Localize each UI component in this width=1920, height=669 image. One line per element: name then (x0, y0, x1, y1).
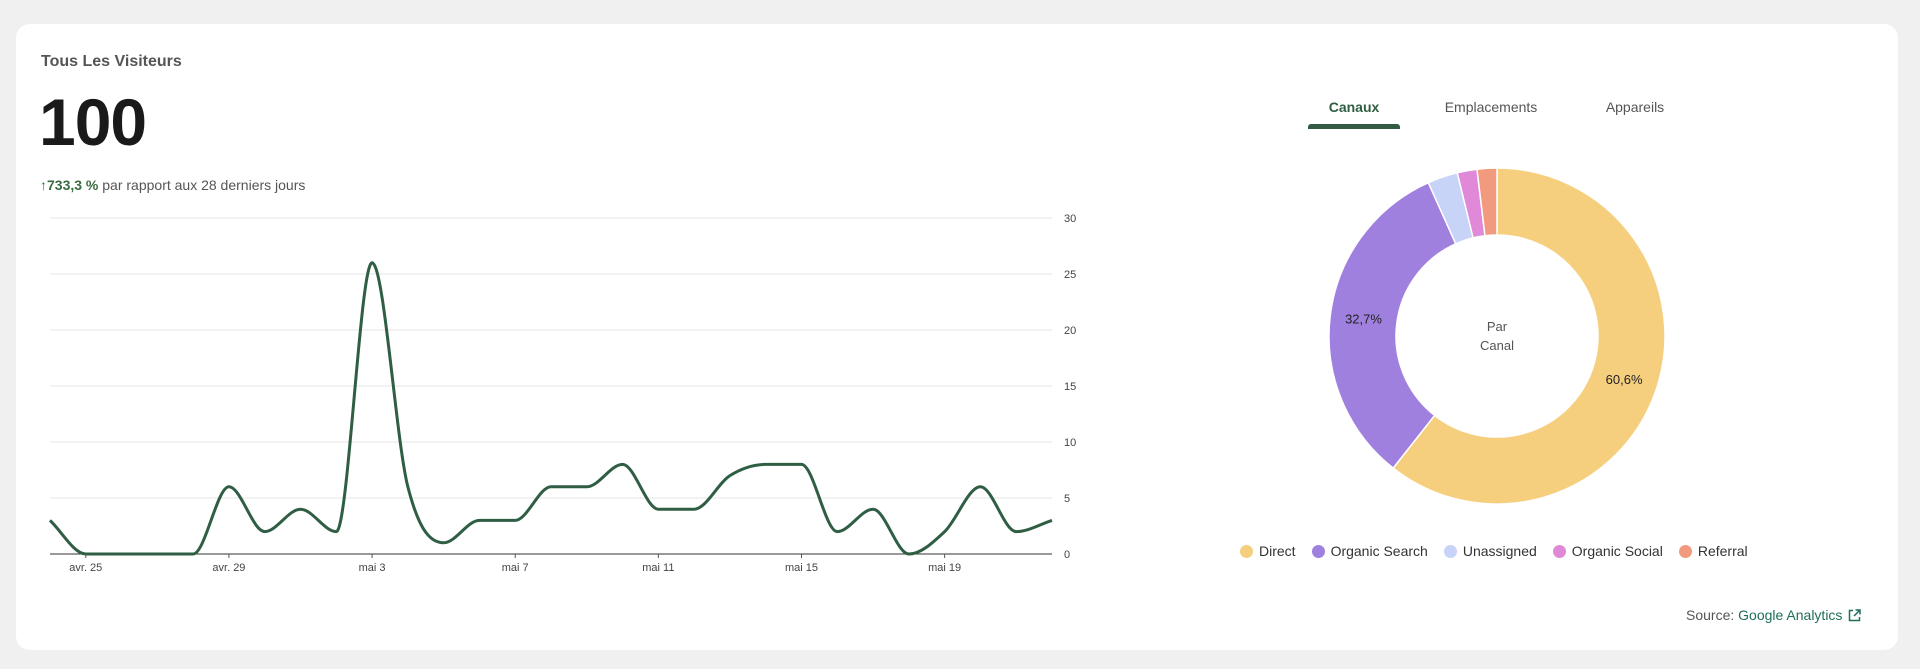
x-tick-label: mai 7 (502, 562, 529, 574)
delta-row: ↑733,3 % par rapport aux 28 derniers jou… (40, 177, 305, 193)
legend-dot (1678, 544, 1692, 558)
delta-text: par rapport aux 28 derniers jours (102, 177, 306, 193)
x-tick-label: mai 15 (785, 562, 818, 574)
legend-item-organic-social[interactable]: Organic Social (1552, 543, 1663, 559)
delta-percent: 733,3 % (47, 177, 99, 193)
x-tick-label: mai 19 (928, 562, 961, 574)
external-link-icon[interactable] (1848, 609, 1862, 625)
legend-item-organic-search[interactable]: Organic Search (1311, 543, 1428, 559)
x-tick-label: avr. 25 (69, 562, 102, 574)
x-tick-label: mai 11 (642, 562, 674, 574)
slice-data-label: 60,6% (1606, 372, 1643, 387)
active-tab-indicator (1308, 124, 1400, 129)
legend-label: Organic Search (1330, 543, 1428, 559)
y-tick-label: 10 (1064, 437, 1076, 449)
slice-data-label: 32,7% (1345, 312, 1382, 327)
total-visitors: 100 (39, 85, 147, 159)
donut-slice (1328, 181, 1457, 470)
y-tick-label: 25 (1064, 269, 1076, 281)
series-line (48, 261, 1053, 556)
legend-item-referral[interactable]: Referral (1678, 543, 1748, 559)
legend-dot (1443, 544, 1457, 558)
legend-label: Unassigned (1462, 543, 1537, 559)
legend-item-unassigned[interactable]: Unassigned (1443, 543, 1537, 559)
tab-emplacements[interactable]: Emplacements (1444, 99, 1538, 115)
legend-label: Organic Social (1571, 543, 1663, 559)
legend-item-direct[interactable]: Direct (1240, 543, 1296, 559)
tab-canaux[interactable]: Canaux (1328, 99, 1380, 115)
y-tick-label: 15 (1064, 381, 1076, 393)
y-tick-label: 5 (1064, 493, 1070, 505)
y-tick-label: 0 (1064, 549, 1070, 561)
donut-slice (1392, 167, 1666, 505)
donut-center-line1: Par (1487, 319, 1508, 334)
google-analytics-link[interactable]: Google Analytics (1738, 607, 1843, 623)
y-tick-label: 20 (1064, 325, 1076, 337)
arrow-up-icon: ↑ (40, 177, 47, 193)
legend-dot (1311, 544, 1325, 558)
source-label: Source: (1686, 607, 1735, 623)
visitors-card (16, 24, 1898, 650)
x-tick-label: mai 3 (359, 562, 386, 574)
donut-slice (1476, 167, 1498, 237)
legend-label: Referral (1697, 543, 1748, 559)
card-title: Tous Les Visiteurs (41, 53, 182, 70)
x-tick-label: avr. 29 (212, 562, 245, 574)
y-tick-label: 30 (1064, 213, 1076, 225)
legend-dot (1552, 544, 1566, 558)
legend-dot (1240, 544, 1253, 558)
source-row: Source: Google Analytics (1686, 607, 1862, 625)
tab-appareils[interactable]: Appareils (1605, 99, 1665, 115)
legend-label: Direct (1259, 543, 1296, 559)
donut-center-line2: Canal (1480, 338, 1514, 353)
donut-legend: Direct Organic Search Unassigned Organic… (1240, 543, 1748, 559)
